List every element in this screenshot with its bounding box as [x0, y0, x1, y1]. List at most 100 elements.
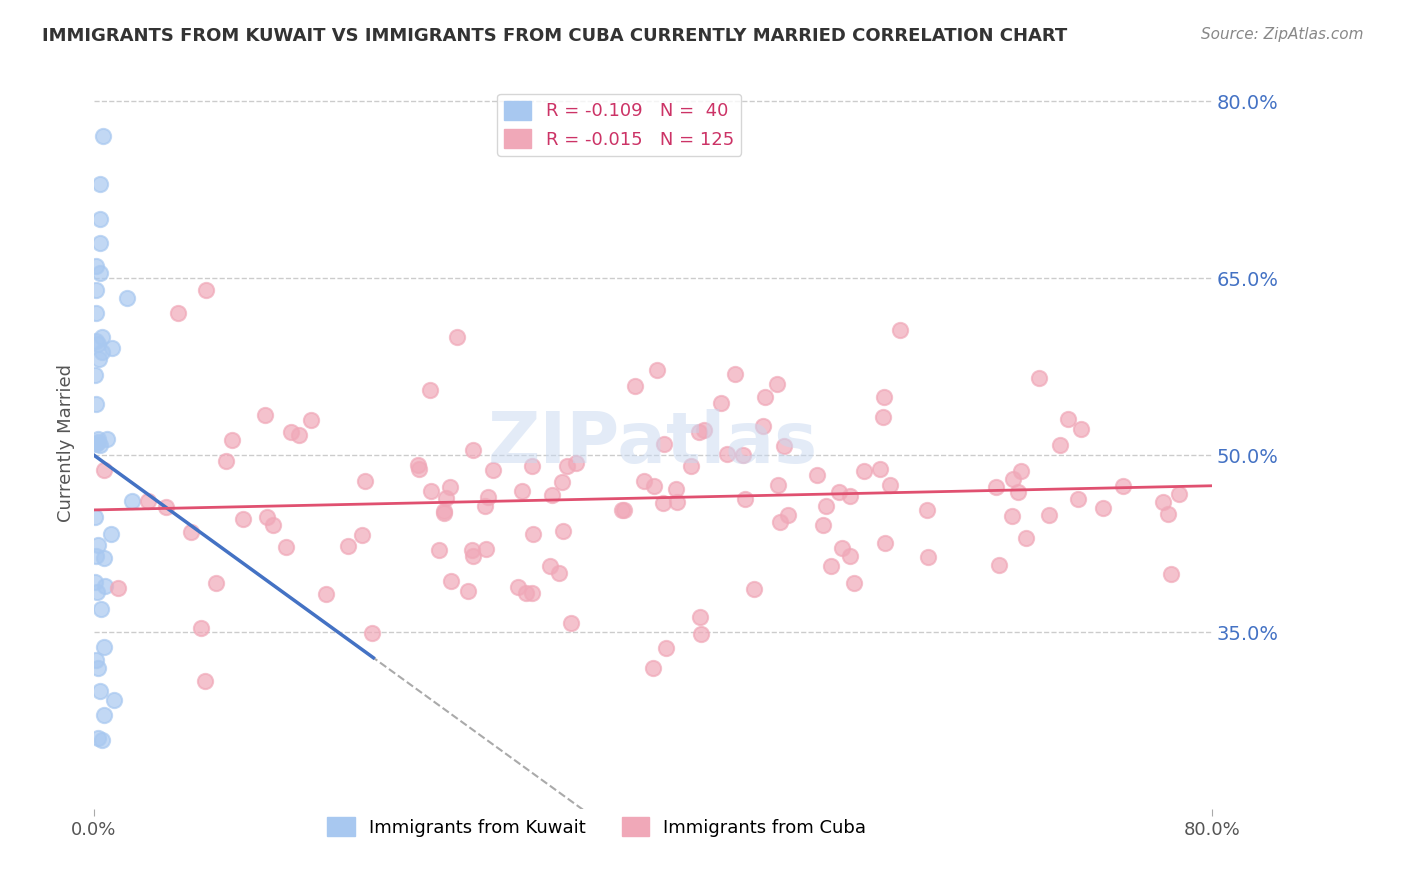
- Point: [84, 397, 107, 411]
- Point: [984, 480, 1007, 494]
- Point: [690, 626, 713, 640]
- Point: [1152, 495, 1174, 509]
- Point: [1038, 508, 1060, 522]
- Point: [427, 542, 450, 557]
- Point: [89, 177, 111, 191]
- Point: [262, 518, 284, 533]
- Point: [180, 524, 202, 539]
- Point: [96, 433, 118, 447]
- Point: [91, 733, 114, 747]
- Point: [1049, 438, 1071, 452]
- Point: [93, 707, 115, 722]
- Point: [103, 693, 125, 707]
- Point: [101, 342, 124, 356]
- Point: [551, 475, 574, 489]
- Point: [838, 489, 860, 503]
- Point: [84, 334, 107, 348]
- Point: [194, 283, 217, 297]
- Point: [889, 323, 911, 337]
- Point: [315, 586, 337, 600]
- Point: [166, 306, 188, 320]
- Point: [522, 527, 544, 541]
- Point: [361, 625, 384, 640]
- Point: [461, 549, 484, 563]
- Point: [769, 516, 792, 530]
- Point: [1057, 412, 1080, 426]
- Point: [87, 660, 110, 674]
- Point: [506, 580, 529, 594]
- Point: [439, 574, 461, 589]
- Point: [93, 579, 115, 593]
- Point: [613, 503, 636, 517]
- Point: [1001, 508, 1024, 523]
- Point: [875, 536, 897, 550]
- Point: [287, 427, 309, 442]
- Point: [87, 351, 110, 366]
- Point: [1001, 472, 1024, 486]
- Point: [232, 512, 254, 526]
- Point: [419, 383, 441, 397]
- Point: [510, 484, 533, 499]
- Point: [84, 306, 107, 320]
- Point: [93, 551, 115, 566]
- Point: [90, 602, 112, 616]
- Point: [624, 379, 647, 393]
- Point: [433, 506, 456, 520]
- Point: [461, 442, 484, 457]
- Point: [91, 345, 114, 359]
- Point: [84, 653, 107, 667]
- Point: [433, 504, 456, 518]
- Point: [806, 467, 828, 482]
- Point: [773, 439, 796, 453]
- Point: [1010, 463, 1032, 477]
- Point: [551, 524, 574, 538]
- Point: [1007, 484, 1029, 499]
- Point: [121, 493, 143, 508]
- Point: [541, 488, 564, 502]
- Point: [87, 337, 110, 351]
- Point: [87, 434, 110, 449]
- Point: [408, 462, 430, 476]
- Point: [643, 479, 665, 493]
- Point: [724, 368, 747, 382]
- Point: [917, 550, 939, 565]
- Text: IMMIGRANTS FROM KUWAIT VS IMMIGRANTS FROM CUBA CURRENTLY MARRIED CORRELATION CHA: IMMIGRANTS FROM KUWAIT VS IMMIGRANTS FRO…: [42, 27, 1067, 45]
- Point: [90, 330, 112, 344]
- Point: [688, 425, 710, 440]
- Point: [474, 499, 496, 513]
- Point: [86, 436, 108, 450]
- Point: [280, 425, 302, 439]
- Point: [353, 474, 375, 488]
- Point: [681, 458, 703, 473]
- Point: [299, 413, 322, 427]
- Point: [84, 574, 107, 589]
- Legend: Immigrants from Kuwait, Immigrants from Cuba: Immigrants from Kuwait, Immigrants from …: [321, 810, 873, 844]
- Point: [93, 640, 115, 655]
- Point: [987, 558, 1010, 572]
- Point: [538, 558, 561, 573]
- Point: [665, 495, 688, 509]
- Point: [107, 581, 129, 595]
- Point: [652, 437, 675, 451]
- Point: [751, 419, 773, 434]
- Point: [853, 464, 876, 478]
- Point: [710, 396, 733, 410]
- Point: [754, 390, 776, 404]
- Point: [84, 260, 107, 274]
- Point: [89, 266, 111, 280]
- Point: [716, 447, 738, 461]
- Y-axis label: Currently Married: Currently Married: [58, 364, 75, 523]
- Point: [1157, 508, 1180, 522]
- Point: [87, 538, 110, 552]
- Point: [520, 458, 543, 473]
- Point: [91, 129, 114, 144]
- Point: [190, 621, 212, 635]
- Point: [633, 475, 655, 489]
- Point: [193, 673, 215, 688]
- Point: [765, 376, 787, 391]
- Text: ZIPatlas: ZIPatlas: [488, 409, 818, 478]
- Point: [439, 480, 461, 494]
- Point: [84, 368, 107, 383]
- Point: [253, 408, 276, 422]
- Point: [734, 491, 756, 506]
